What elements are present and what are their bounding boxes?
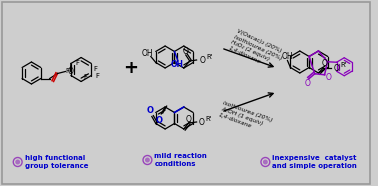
Text: +: +: [123, 59, 138, 77]
Text: OH: OH: [142, 49, 154, 58]
Text: high functional
group tolerance: high functional group tolerance: [25, 155, 88, 169]
Text: V(Oacac)₂ (20%)
Isothiourea (20%)
H₂O₂ (2 equiv)
1,4-dioxane: V(Oacac)₂ (20%) Isothiourea (20%) H₂O₂ (…: [228, 28, 285, 73]
Text: OH: OH: [171, 60, 184, 69]
Text: mild reaction
conditions: mild reaction conditions: [154, 153, 207, 167]
Text: F: F: [65, 68, 69, 73]
Text: R': R': [340, 62, 347, 68]
Text: O: O: [156, 116, 163, 124]
Text: O: O: [146, 106, 153, 115]
Text: O: O: [321, 59, 327, 68]
Text: R': R': [205, 116, 212, 122]
Circle shape: [263, 160, 268, 164]
Text: F: F: [93, 65, 97, 71]
Text: O: O: [183, 46, 189, 55]
Text: F: F: [95, 73, 99, 78]
Text: F: F: [75, 60, 79, 65]
Text: O: O: [200, 55, 205, 65]
Text: inexpensive  catalyst
and simple operation: inexpensive catalyst and simple operatio…: [272, 155, 357, 169]
Text: O: O: [325, 73, 332, 82]
Text: OH: OH: [282, 52, 293, 61]
Text: F: F: [83, 73, 87, 79]
Text: O: O: [67, 67, 73, 76]
Text: O: O: [305, 79, 311, 88]
Text: R': R': [206, 54, 213, 60]
Text: O: O: [333, 63, 339, 73]
FancyBboxPatch shape: [2, 2, 370, 184]
Text: O: O: [198, 118, 204, 126]
Circle shape: [15, 160, 20, 164]
Text: O: O: [186, 115, 192, 124]
Circle shape: [145, 158, 150, 163]
Text: isothiourea (20%)
AcOH (1 equiv)
1,4-dioxane: isothiourea (20%) AcOH (1 equiv) 1,4-dio…: [218, 100, 273, 135]
